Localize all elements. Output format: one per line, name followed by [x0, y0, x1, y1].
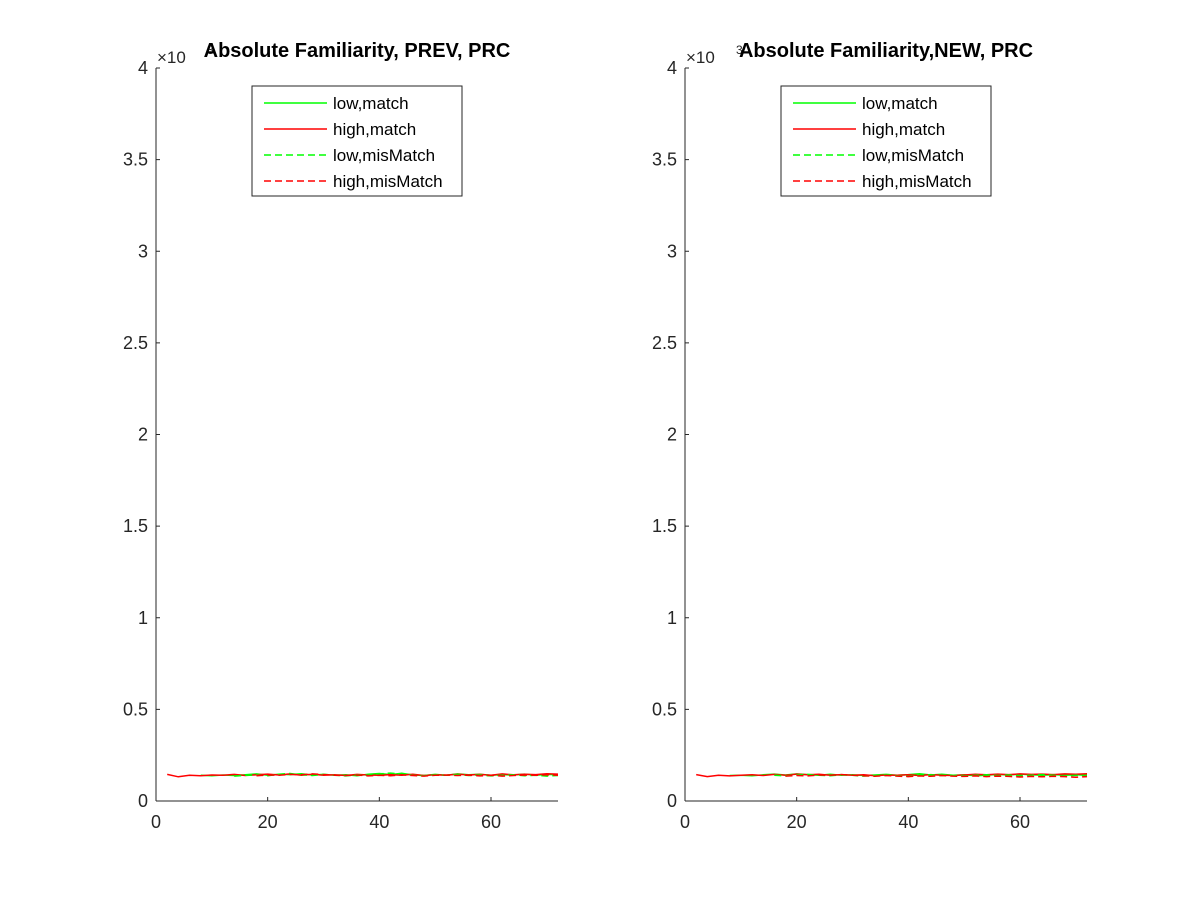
y-tick-label: 3 — [667, 241, 677, 261]
y-tick-label: 1 — [138, 608, 148, 628]
legend-label: low,misMatch — [862, 146, 964, 165]
series-line-2 — [696, 772, 1088, 778]
legend-label: high,match — [333, 120, 416, 139]
y-tick-label: 0 — [667, 791, 677, 811]
legend: low,match high,match low,misMatch high,misM… — [251, 85, 463, 197]
y-tick-label: 3.5 — [123, 150, 148, 170]
y-exponent-power: 3 — [207, 43, 214, 57]
chart-title: Absolute Familiarity, PREV, PRC — [204, 40, 511, 62]
y-tick-label: 1.5 — [123, 516, 148, 536]
x-tick-label: 40 — [369, 812, 389, 832]
legend-label: high,misMatch — [333, 172, 443, 191]
x-tick-label: 60 — [481, 812, 501, 832]
legend-label: low,misMatch — [333, 146, 435, 165]
y-tick-label: 3.5 — [652, 150, 677, 170]
y-exponent-power: 3 — [736, 43, 743, 57]
chart-title: Absolute Familiarity,NEW, PRC — [739, 40, 1033, 62]
x-tick-label: 20 — [787, 812, 807, 832]
y-tick-label: 4 — [138, 58, 148, 78]
series-line-4 — [785, 773, 1088, 778]
series-line-4 — [256, 773, 559, 777]
y-exponent-label: ×10 — [157, 48, 186, 67]
y-tick-label: 2.5 — [652, 333, 677, 353]
legend-label: high,match — [862, 120, 945, 139]
y-exponent-label: ×10 — [686, 48, 715, 67]
legend-label: high,misMatch — [862, 172, 972, 191]
series-line-3 — [234, 772, 559, 777]
y-tick-label: 0 — [138, 791, 148, 811]
y-tick-label: 2 — [667, 425, 677, 445]
y-tick-label: 0.5 — [123, 699, 148, 719]
series-line-3 — [774, 773, 1088, 778]
y-tick-label: 3 — [138, 241, 148, 261]
legend-box — [251, 85, 463, 197]
legend-label: low,match — [862, 94, 938, 113]
y-tick-label: 1 — [667, 608, 677, 628]
legend-label: low,match — [333, 94, 409, 113]
x-tick-label: 60 — [1010, 812, 1030, 832]
x-tick-label: 0 — [680, 812, 690, 832]
y-tick-label: 2.5 — [123, 333, 148, 353]
y-tick-label: 4 — [667, 58, 677, 78]
legend-box — [780, 85, 992, 197]
x-tick-label: 0 — [151, 812, 161, 832]
y-tick-label: 0.5 — [652, 699, 677, 719]
y-tick-label: 1.5 — [652, 516, 677, 536]
x-tick-label: 20 — [258, 812, 278, 832]
y-tick-label: 2 — [138, 425, 148, 445]
legend: low,match high,match low,misMatch high,misM… — [780, 85, 992, 197]
x-tick-label: 40 — [898, 812, 918, 832]
